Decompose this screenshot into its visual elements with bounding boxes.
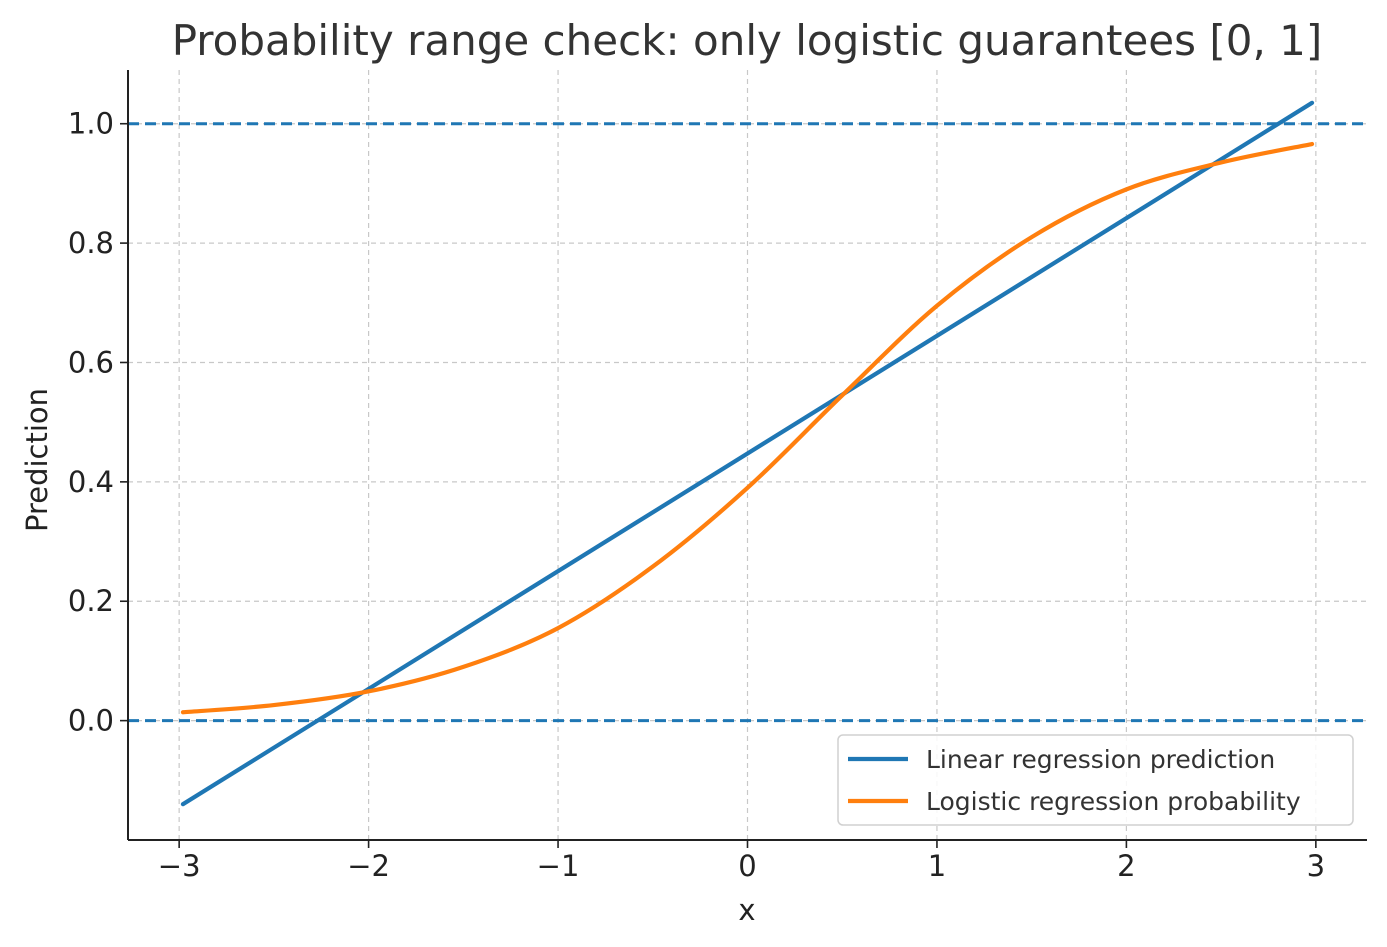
legend-label-1: Logistic regression probability	[926, 787, 1301, 816]
x-tick-label-5: 2	[1117, 849, 1135, 883]
x-tick-label-0: −3	[158, 849, 201, 883]
x-axis-label: x	[738, 893, 755, 927]
series-line-1	[180, 141, 1315, 715]
series-lines	[180, 100, 1315, 807]
reference-lines	[128, 122, 1367, 723]
y-tick-label-0: 0.0	[68, 704, 114, 738]
legend: Linear regression prediction Logistic reg…	[837, 734, 1354, 826]
tick-labels: −3 −2 −1 0 1 2 3 0.0 0.2 0.4 0.6 0.8 1.0	[68, 107, 1325, 883]
legend-label-0: Linear regression prediction	[926, 745, 1275, 774]
y-tick-label-5: 1.0	[68, 107, 114, 141]
chart-title: Probability range check: only logistic g…	[172, 16, 1323, 65]
y-tick-label-1: 0.2	[68, 584, 114, 618]
x-tick-label-1: −2	[347, 849, 390, 883]
grid	[128, 70, 1367, 840]
series-line-0	[180, 100, 1315, 807]
y-tick-label-3: 0.6	[68, 345, 114, 379]
x-tick-label-6: 3	[1307, 849, 1325, 883]
x-tick-label-2: −1	[537, 849, 580, 883]
y-axis-label: Prediction	[20, 388, 54, 532]
x-tick-label-3: 0	[738, 849, 756, 883]
x-tick-label-4: 1	[928, 849, 946, 883]
y-tick-label-4: 0.8	[68, 226, 114, 260]
legend-box	[837, 734, 1354, 826]
y-tick-label-2: 0.4	[68, 465, 114, 499]
